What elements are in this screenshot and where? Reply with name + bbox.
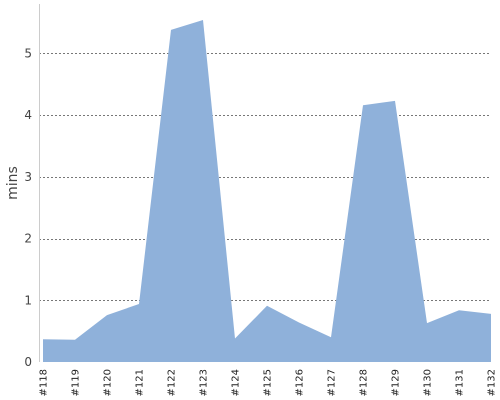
x-tick-label: #132	[487, 369, 498, 396]
x-tick-label: #126	[295, 369, 306, 396]
x-tick-label: #119	[71, 369, 82, 396]
x-tick-label: #120	[103, 369, 114, 396]
x-tick-label: #125	[263, 369, 274, 396]
series-area	[43, 20, 491, 362]
x-tick-label: #122	[167, 369, 178, 396]
y-tick-label: 5	[24, 46, 32, 60]
y-tick-label: 4	[24, 108, 32, 122]
y-tick-label: 3	[24, 170, 32, 184]
x-tick-label: #118	[39, 369, 50, 396]
x-tick-label: #124	[231, 369, 242, 396]
x-tick-label: #127	[327, 369, 338, 396]
y-tick-label: 1	[24, 293, 32, 307]
y-tick-label: 2	[24, 232, 32, 246]
area-fill	[43, 20, 491, 362]
x-tick-label: #128	[359, 369, 370, 396]
x-tick-labels: #118 #119 #120 #121 #122 #123 #124 #125 #126 #127…	[39, 369, 498, 396]
x-tick-label: #129	[391, 369, 402, 396]
y-axis-label: mins	[5, 166, 21, 200]
y-tick-labels: 0 1 2 3 4 5	[24, 46, 32, 369]
x-tick-label: #121	[135, 369, 146, 396]
x-tick-label: #130	[423, 369, 434, 396]
x-tick-label: #131	[455, 369, 466, 396]
x-tick-label: #123	[199, 369, 210, 396]
y-tick-label: 0	[24, 355, 32, 369]
gridlines	[39, 53, 491, 301]
